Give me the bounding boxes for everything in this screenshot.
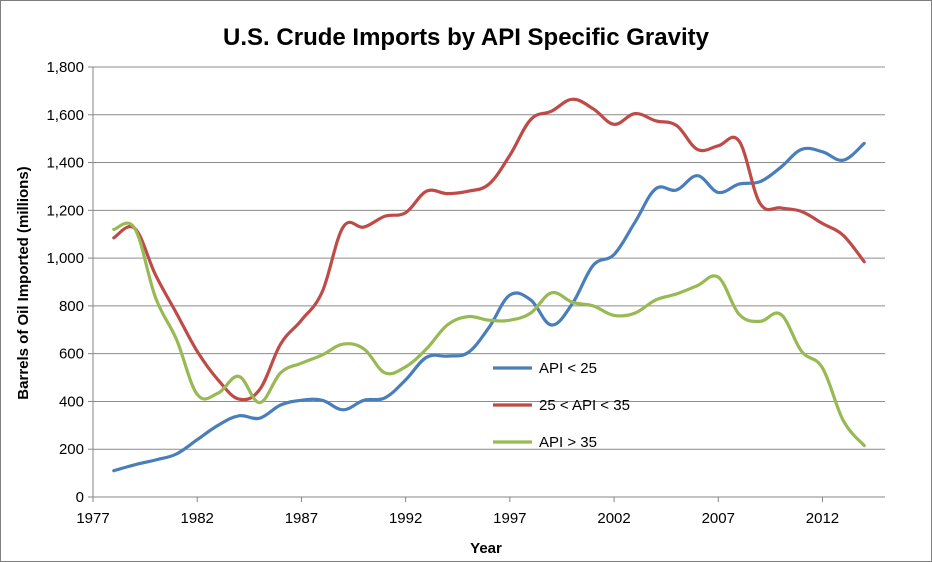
y-tick-label: 800	[59, 298, 84, 315]
x-tick-label: 2002	[597, 510, 630, 527]
series-lines	[112, 97, 866, 473]
x-tick-label: 1982	[181, 510, 214, 527]
x-tick-label: 1977	[76, 510, 109, 527]
x-tick-label: 1997	[493, 510, 526, 527]
y-tick-label: 1,000	[46, 250, 84, 267]
series-line-api-25	[112, 141, 866, 473]
y-tick-label: 1,800	[46, 59, 84, 76]
legend-label-api-25: API < 25	[539, 360, 597, 377]
x-tick-label: 1992	[389, 510, 422, 527]
y-tick-label: 200	[59, 441, 84, 458]
y-tick-label: 1,600	[46, 107, 84, 124]
y-tick-label: 0	[76, 489, 84, 506]
y-tick-label: 400	[59, 393, 84, 410]
x-tick-labels: 1977 1982 1987 1992 1997 2002 2007 2012	[76, 497, 839, 527]
legend-label-api-35: API > 35	[539, 434, 597, 451]
legend-label-25-api-35: 25 < API < 35	[539, 397, 630, 414]
y-tick-label: 1,400	[46, 155, 84, 172]
gridlines	[88, 66, 885, 498]
y-tick-labels: 0 200 400 600 800 1,000 1,200 1,400 1,600 1,800	[46, 59, 84, 506]
x-axis-title: Year	[470, 540, 502, 557]
y-tick-label: 1,200	[46, 202, 84, 219]
legend: API < 25 25 < API < 35 API > 35	[493, 360, 630, 451]
x-tick-label: 2007	[702, 510, 735, 527]
chart-title: U.S. Crude Imports by API Specific Gravi…	[223, 24, 710, 51]
series-line-25-api-35	[112, 97, 866, 402]
y-tick-label: 600	[59, 346, 84, 363]
x-tick-label: 2012	[806, 510, 839, 527]
y-axis-title: Barrels of Oil Imported (millions)	[15, 166, 32, 399]
x-tick-label: 1987	[285, 510, 318, 527]
series-line-api-35	[112, 221, 866, 448]
